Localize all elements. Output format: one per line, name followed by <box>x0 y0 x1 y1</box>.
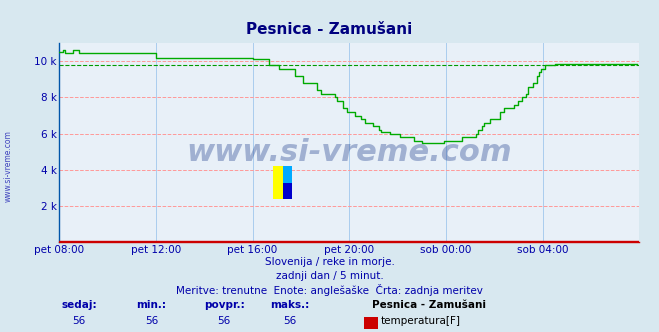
Text: www.si-vreme.com: www.si-vreme.com <box>186 138 512 167</box>
Text: maks.:: maks.: <box>270 300 310 310</box>
Text: temperatura[F]: temperatura[F] <box>381 316 461 326</box>
Text: Slovenija / reke in morje.: Slovenija / reke in morje. <box>264 257 395 267</box>
Text: Pesnica - Zamušani: Pesnica - Zamušani <box>246 22 413 37</box>
Text: sedaj:: sedaj: <box>61 300 97 310</box>
Text: 56: 56 <box>217 316 231 326</box>
Bar <box>273 166 283 199</box>
Text: povpr.:: povpr.: <box>204 300 244 310</box>
Text: Pesnica - Zamušani: Pesnica - Zamušani <box>372 300 486 310</box>
Text: Meritve: trenutne  Enote: anglešaške  Črta: zadnja meritev: Meritve: trenutne Enote: anglešaške Črta… <box>176 284 483 296</box>
Text: www.si-vreme.com: www.si-vreme.com <box>3 130 13 202</box>
Text: zadnji dan / 5 minut.: zadnji dan / 5 minut. <box>275 271 384 281</box>
Text: 56: 56 <box>283 316 297 326</box>
Bar <box>283 183 292 199</box>
Text: min.:: min.: <box>136 300 167 310</box>
Bar <box>283 166 292 183</box>
Text: 56: 56 <box>145 316 158 326</box>
Bar <box>364 317 378 329</box>
Text: 56: 56 <box>72 316 86 326</box>
